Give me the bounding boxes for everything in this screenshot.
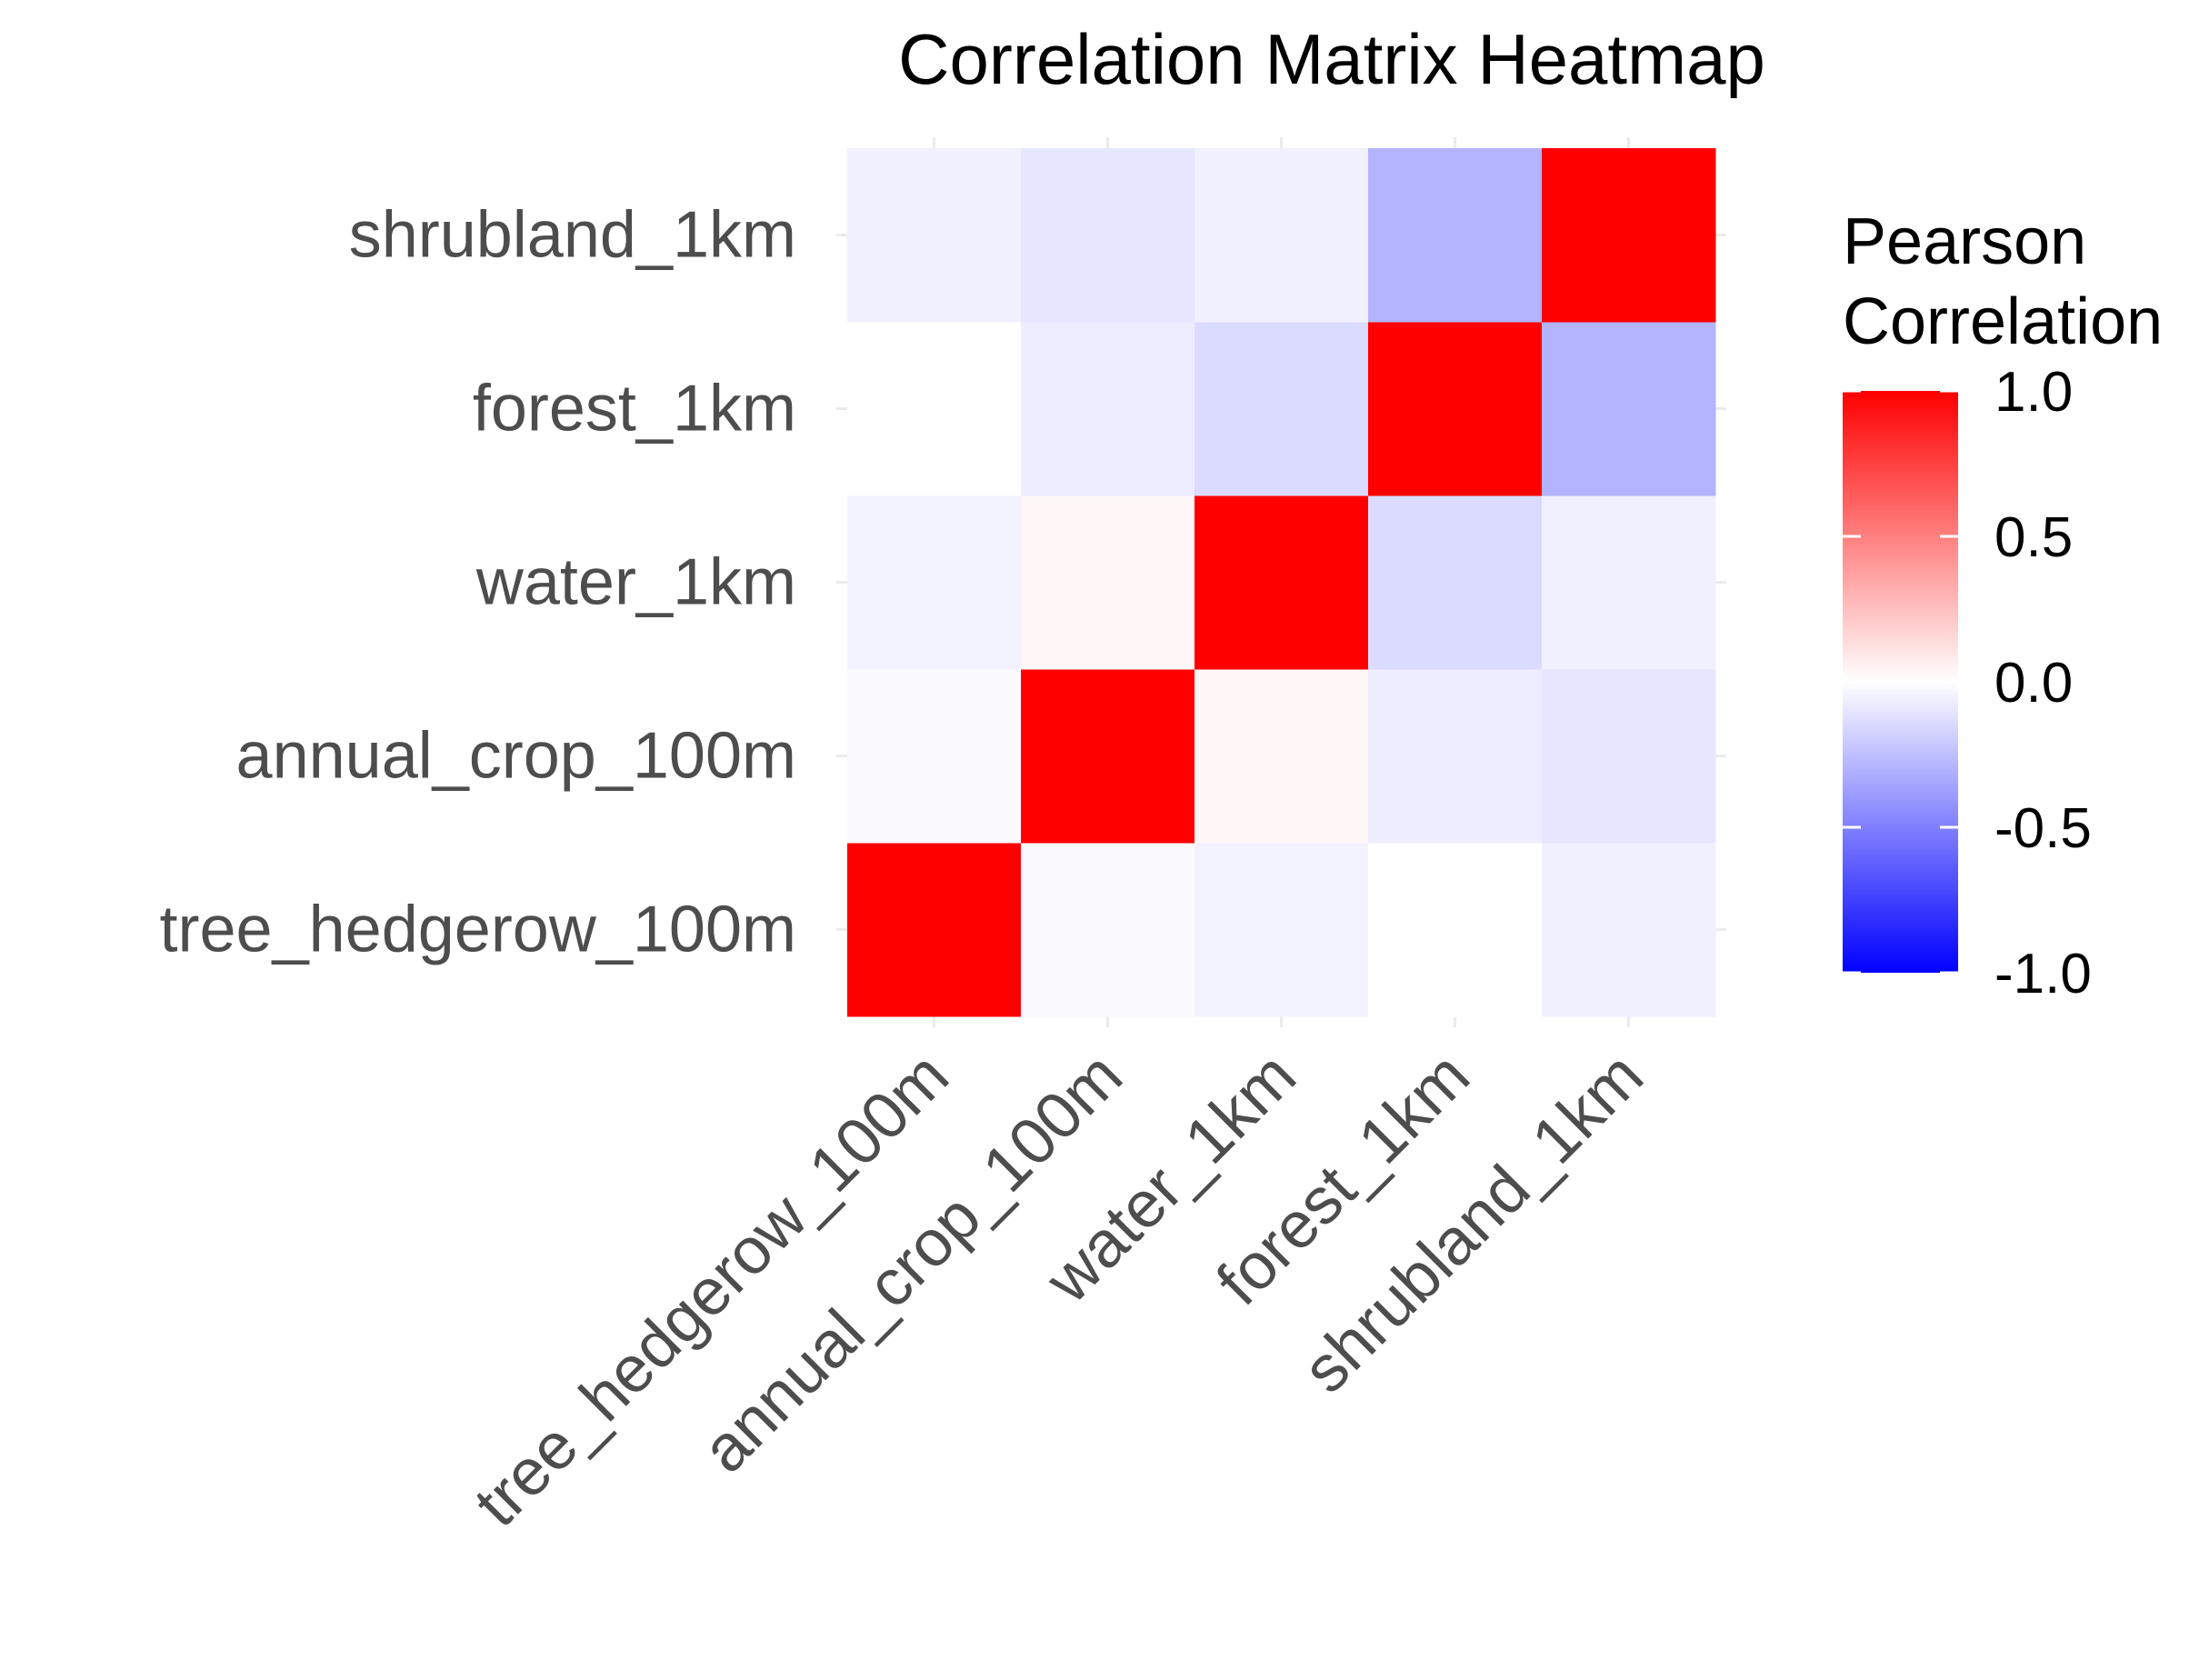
heatmap-cell-shrubland_1km-water_1km — [1542, 495, 1716, 670]
heatmap-cell-forest_1km-annual_crop_100m — [1368, 669, 1543, 844]
x-axis-tick-labels: tree_hedgerow_100mannual_crop_100mwater_… — [461, 1039, 1657, 1541]
heatmap-cell-water_1km-shrubland_1km — [1194, 148, 1369, 323]
heatmap-cell-forest_1km-tree_hedgerow_100m — [1368, 843, 1543, 1017]
heatmap-cell-tree_hedgerow_100m-water_1km — [847, 495, 1022, 670]
heatmap-cell-tree_hedgerow_100m-annual_crop_100m — [847, 669, 1022, 844]
heatmap-cell-annual_crop_100m-water_1km — [1021, 495, 1195, 670]
heatmap-cell-water_1km-annual_crop_100m — [1194, 669, 1369, 844]
y-tick-label: forest_1km — [473, 373, 796, 445]
heatmap-cell-water_1km-forest_1km — [1194, 322, 1369, 496]
heatmap-cell-water_1km-water_1km — [1194, 495, 1369, 670]
heatmap-cell-water_1km-tree_hedgerow_100m — [1194, 843, 1369, 1017]
y-axis-tick-labels: tree_hedgerow_100m annual_crop_100m water_… — [160, 199, 797, 966]
heatmap-cell-tree_hedgerow_100m-tree_hedgerow_100m — [847, 843, 1022, 1017]
legend-tick-label: 1.0 — [1994, 361, 2073, 424]
y-tick-label: shrubland_1km — [349, 199, 796, 272]
heatmap-cell-shrubland_1km-tree_hedgerow_100m — [1542, 843, 1716, 1017]
heatmap-cell-annual_crop_100m-annual_crop_100m — [1021, 669, 1195, 844]
heatmap-cell-forest_1km-shrubland_1km — [1368, 148, 1543, 323]
chart-title: Correlation Matrix Heatmap — [898, 19, 1765, 99]
legend-tick-label: -1.0 — [1994, 943, 2092, 1005]
heatmap-cell-tree_hedgerow_100m-forest_1km — [847, 322, 1022, 496]
heatmap-cell-annual_crop_100m-tree_hedgerow_100m — [1021, 843, 1195, 1017]
legend-ticks: 1.0 0.5 0.0 -0.5 -1.0 — [1843, 361, 2092, 1005]
y-tick-label: water_1km — [475, 546, 796, 619]
y-tick-label: tree_hedgerow_100m — [160, 894, 797, 966]
heatmap-cell-shrubland_1km-annual_crop_100m — [1542, 669, 1716, 844]
heatmap-cell-forest_1km-forest_1km — [1368, 322, 1543, 496]
heatmap-cell-annual_crop_100m-forest_1km — [1021, 322, 1195, 496]
y-tick-label: annual_crop_100m — [236, 720, 796, 793]
heatmap-cells — [847, 148, 1716, 1017]
legend-title-line-2: Correlation — [1843, 285, 2163, 358]
legend: Pearson Correlation 1.0 0.5 0.0 -0.5 -1.0 — [1843, 205, 2163, 1005]
heatmap-cell-forest_1km-water_1km — [1368, 495, 1543, 670]
legend-colorbar — [1843, 391, 1958, 973]
heatmap-cell-shrubland_1km-shrubland_1km — [1542, 148, 1716, 323]
legend-tick-label: 0.0 — [1994, 652, 2073, 715]
legend-title-line-1: Pearson — [1843, 205, 2086, 278]
legend-tick-label: -0.5 — [1994, 797, 2092, 860]
heatmap-cell-tree_hedgerow_100m-shrubland_1km — [847, 148, 1022, 323]
heatmap-cell-shrubland_1km-forest_1km — [1542, 322, 1716, 496]
legend-tick-label: 0.5 — [1994, 506, 2073, 569]
heatmap-cell-annual_crop_100m-shrubland_1km — [1021, 148, 1195, 323]
